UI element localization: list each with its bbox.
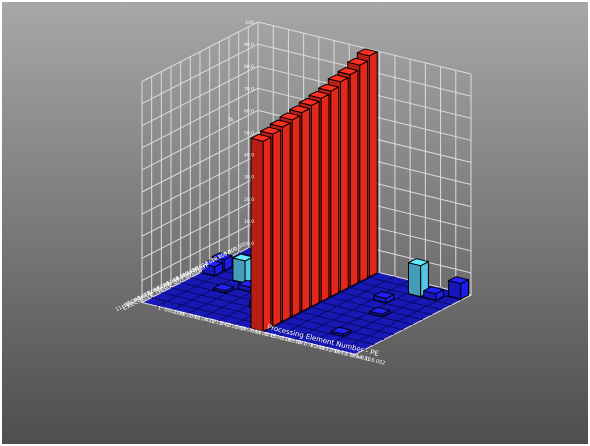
- bar-face-side: [291, 115, 301, 317]
- z-tick-label: 100: [245, 20, 254, 26]
- floor-grid-line: [293, 279, 411, 341]
- bar-face-side: [301, 108, 311, 312]
- bar-face-top: [211, 252, 233, 261]
- bar-face-front: [250, 137, 264, 332]
- floor-grid-line: [339, 290, 457, 352]
- z-tick-label: 60.0: [244, 108, 254, 114]
- bar-face-top: [289, 105, 311, 114]
- bar-face-top: [298, 98, 320, 106]
- bar-face-top: [448, 276, 469, 285]
- z-tick-label: 90.0: [244, 42, 254, 48]
- floor-grid-line: [324, 287, 441, 348]
- bar-face-top: [330, 326, 352, 335]
- bar-face-side: [340, 77, 349, 293]
- bar-face-side: [349, 70, 359, 288]
- bar-face-side: [320, 93, 330, 303]
- bar-face-top: [260, 126, 282, 135]
- bar: [408, 258, 429, 298]
- bar-face-top: [279, 112, 301, 121]
- floor-grid-line: [278, 275, 396, 337]
- bar: [250, 133, 272, 332]
- z-tick-label: 70.0: [244, 86, 254, 92]
- bar-face-top: [337, 67, 359, 76]
- bar-face-top: [408, 258, 429, 267]
- bar: [373, 291, 395, 304]
- bar-face-top: [373, 291, 395, 299]
- z-tick-label: 10.0: [244, 219, 254, 225]
- bar: [448, 276, 469, 300]
- bar-face-top: [356, 48, 378, 57]
- bar-face-top: [232, 253, 254, 262]
- bar-face-top: [213, 283, 234, 292]
- bar: [369, 306, 391, 317]
- z-tick-label: 80.0: [244, 64, 254, 70]
- z-tick-label: 0.0: [247, 241, 254, 247]
- bar-face-top: [202, 259, 223, 268]
- bar-face-top: [369, 306, 391, 315]
- bar-face-side: [272, 129, 282, 327]
- bar-face-side: [330, 86, 340, 298]
- bar: [423, 286, 445, 301]
- bar-face-top: [423, 286, 445, 295]
- bar: [330, 326, 352, 337]
- bar-face-side: [262, 136, 272, 332]
- bar-face-side: [359, 60, 369, 283]
- bar-face-side: [282, 122, 291, 322]
- z-tick-label: 50.0: [244, 131, 254, 137]
- bar-face-side: [311, 101, 320, 308]
- z-tick-label: 20.0: [244, 197, 254, 203]
- bar-face-front: [232, 257, 246, 284]
- bar-face-top: [250, 133, 272, 142]
- bar-face-side: [369, 51, 378, 278]
- bar: [213, 283, 234, 294]
- z-axis-label: %: [228, 116, 234, 123]
- bar: [232, 253, 254, 284]
- floor-grid-line: [263, 272, 380, 333]
- bar-face-top: [308, 90, 330, 99]
- bar-face-top: [269, 119, 291, 128]
- z-tick-label: 40.0: [244, 153, 254, 159]
- bar-face-front: [408, 262, 422, 298]
- bar-face-top: [327, 74, 349, 83]
- bar-group: [202, 48, 469, 337]
- bar: [202, 259, 223, 277]
- bar-face-top: [318, 83, 340, 92]
- z-tick-label: 30.0: [244, 175, 254, 181]
- floor-grid-line: [309, 283, 426, 344]
- bar-face-top: [347, 57, 369, 66]
